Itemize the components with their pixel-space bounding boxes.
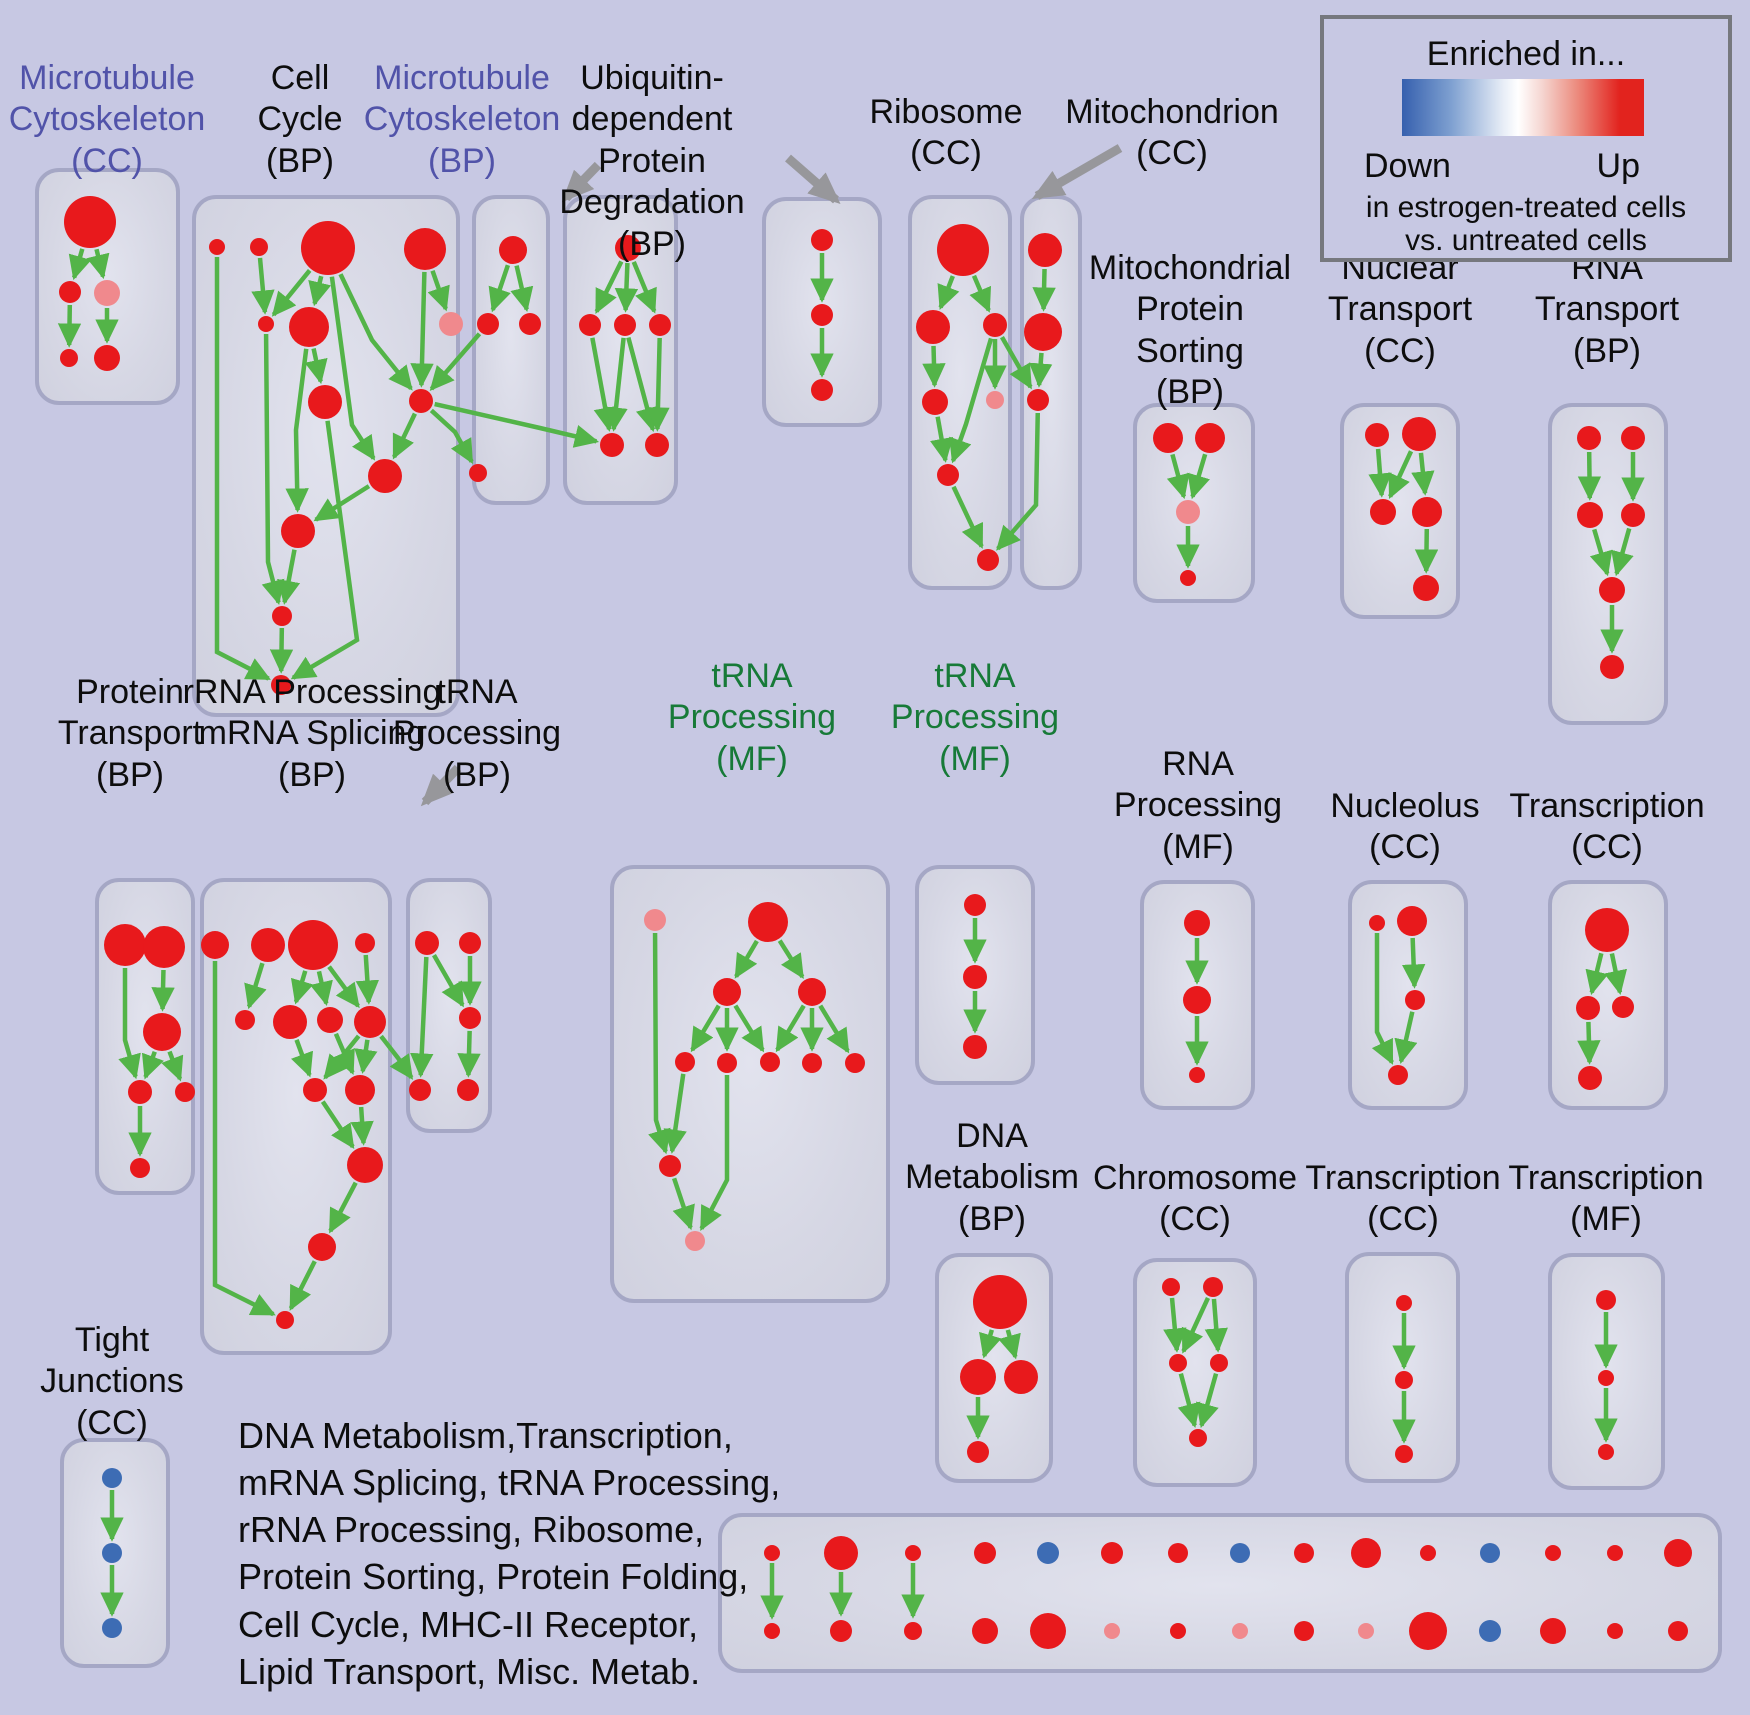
ubiquitin-bp-label: Ubiquitin- dependent Protein Degradation… xyxy=(559,59,745,263)
transcription-mf-box xyxy=(1548,1253,1665,1490)
microtubule-cc-box xyxy=(35,168,180,405)
legend-gradient-bar xyxy=(1402,79,1644,136)
dna-metabolism-bp-label: DNA Metabolism (BP) xyxy=(905,1117,1079,1238)
transcription-cc-low-box xyxy=(1345,1252,1460,1483)
transcription-cc-mid-box xyxy=(1548,880,1668,1110)
protein-transport-bp-label: Protein Transport (BP) xyxy=(57,673,203,794)
ribosome-cc-label: Ribosome (CC) xyxy=(869,93,1023,173)
microtubule-bp-label: Microtubule Cytoskeleton (BP) xyxy=(363,59,561,180)
legend-up-label: Up xyxy=(1596,147,1640,185)
merged-clusters-text: DNA Metabolism,Transcription, mRNA Splic… xyxy=(238,1415,781,1692)
rrna-mrna-bp-box xyxy=(200,878,392,1355)
tight-junctions-cc-box xyxy=(60,1438,170,1668)
protein-transport-bp-box xyxy=(95,878,195,1195)
tight-junctions-cc-label: Tight Junctions (CC) xyxy=(40,1321,184,1442)
transcription-mf-label: Transcription (MF) xyxy=(1508,1159,1704,1239)
mitochondrion-cc-label: Mitochondrion (CC) xyxy=(1065,93,1279,173)
nucleolus-cc-label: Nucleolus (CC) xyxy=(1330,787,1480,867)
trna-processing-bp-box xyxy=(406,878,492,1133)
trna-processing-mf-2-box xyxy=(915,865,1035,1085)
cell-cycle-bp-box xyxy=(192,195,460,717)
legend: Enriched in... Down Up in estrogen-treat… xyxy=(1320,15,1732,262)
rna-processing-mf-box xyxy=(1140,880,1255,1110)
trna-processing-mf-2-label: tRNA Processing (MF) xyxy=(890,657,1060,778)
chromosome-cc-label: Chromosome (CC) xyxy=(1092,1159,1298,1239)
mito-protein-sorting-bp-box xyxy=(1133,403,1255,603)
dna-metabolism-bp-box xyxy=(935,1253,1053,1483)
rna-transport-bp-box xyxy=(1548,403,1668,725)
mito-protein-sorting-bp-label: Mitochondrial Protein Sorting (BP) xyxy=(1088,249,1292,412)
rna-transport-bp-label: RNA Transport (BP) xyxy=(1534,249,1680,370)
rna-processing-mf-label: RNA Processing (MF) xyxy=(1113,745,1283,866)
nuclear-transport-cc-box xyxy=(1340,403,1460,619)
legend-title: Enriched in... xyxy=(1426,35,1626,73)
cell-cycle-bp-label: Cell Cycle (BP) xyxy=(257,59,343,180)
chromosome-cc-box xyxy=(1133,1258,1257,1487)
microtubule-cc-label: Microtubule Cytoskeleton (CC) xyxy=(8,59,206,180)
transcription-cc-mid-label: Transcription (CC) xyxy=(1509,787,1705,867)
legend-caption-line1: in estrogen-treated cells xyxy=(1365,191,1687,224)
summary-strip-box xyxy=(718,1513,1722,1673)
legend-caption-line2: vs. untreated cells xyxy=(1405,224,1647,257)
transcription-cc-low-label: Transcription (CC) xyxy=(1305,1159,1501,1239)
nucleolus-cc-box xyxy=(1348,880,1468,1110)
trna-processing-mf-1-label: tRNA Processing (MF) xyxy=(667,657,837,778)
nuclear-transport-cc-label: Nuclear Transport (CC) xyxy=(1327,249,1473,370)
legend-down-label: Down xyxy=(1364,147,1451,185)
